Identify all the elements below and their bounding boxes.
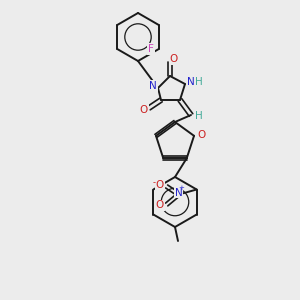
Text: O: O <box>140 105 148 115</box>
Text: +: + <box>179 185 184 191</box>
Text: O: O <box>197 130 205 140</box>
Text: O: O <box>170 54 178 64</box>
Text: H: H <box>195 77 203 87</box>
Text: N: N <box>175 188 182 197</box>
Text: F: F <box>148 44 154 54</box>
Text: H: H <box>195 111 203 121</box>
Text: N: N <box>187 77 195 87</box>
Text: -: - <box>152 178 155 187</box>
Text: O: O <box>155 181 164 190</box>
Text: O: O <box>155 200 164 211</box>
Text: N: N <box>149 81 157 91</box>
